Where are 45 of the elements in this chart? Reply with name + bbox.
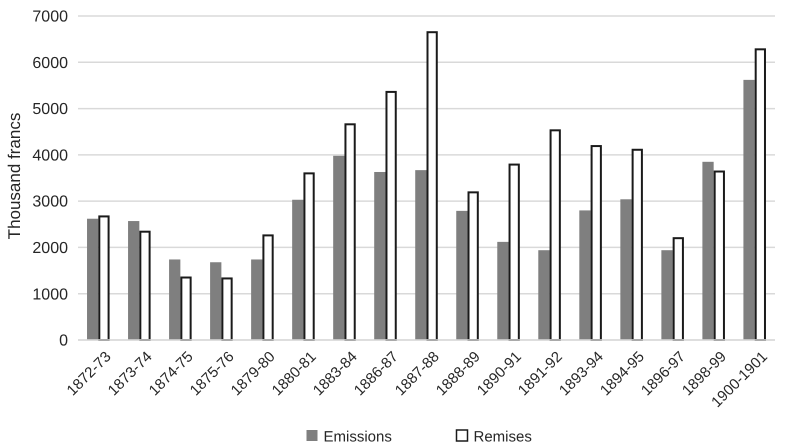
bar <box>210 262 222 340</box>
bar <box>303 172 315 341</box>
bar <box>221 277 233 341</box>
bar <box>672 237 684 341</box>
bar <box>620 199 632 340</box>
bar <box>579 210 591 340</box>
bar <box>292 200 304 340</box>
y-tick-label: 3000 <box>32 194 68 211</box>
bar <box>632 148 643 341</box>
bar <box>139 230 151 341</box>
bar <box>344 123 356 341</box>
y-tick-label: 4000 <box>32 147 68 164</box>
bar <box>468 191 479 341</box>
bar <box>550 129 561 341</box>
bar <box>251 259 262 340</box>
y-tick-label: 7000 <box>32 8 68 26</box>
bar <box>333 156 344 340</box>
bar <box>702 162 714 340</box>
bar <box>415 170 426 340</box>
bar <box>714 170 725 341</box>
bar <box>262 234 274 341</box>
bar <box>128 221 140 340</box>
bar <box>180 276 192 341</box>
bar <box>538 250 550 340</box>
y-tick-label: 1000 <box>32 286 68 304</box>
bar <box>743 80 755 340</box>
y-tick-label: 6000 <box>32 54 68 72</box>
bar <box>87 218 98 340</box>
y-tick-label: 0 <box>59 332 68 350</box>
bar <box>374 172 386 340</box>
bar <box>385 90 397 341</box>
bar <box>497 242 509 340</box>
bar <box>590 145 602 341</box>
bar <box>456 210 468 340</box>
bar <box>169 259 180 340</box>
legend-label: Emissions <box>324 428 392 446</box>
y-tick-label: 2000 <box>32 240 68 258</box>
bar <box>508 164 520 341</box>
bar <box>98 215 110 341</box>
y-tick-label: 5000 <box>32 101 68 118</box>
legend-label: Remises <box>474 428 532 446</box>
bar <box>754 48 766 341</box>
bar <box>426 31 438 341</box>
y-axis-title: Thousand francs <box>5 112 24 240</box>
bar <box>661 250 673 340</box>
